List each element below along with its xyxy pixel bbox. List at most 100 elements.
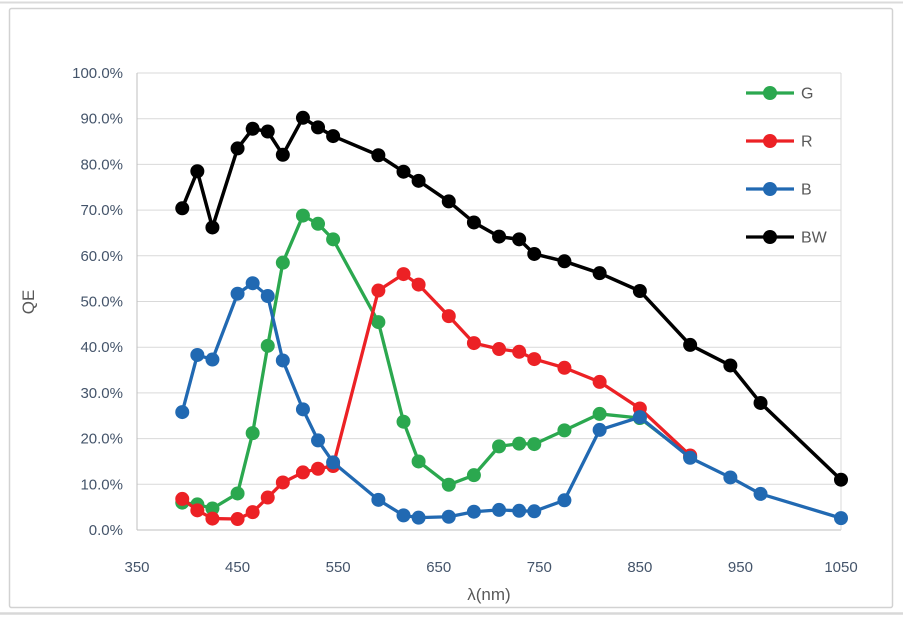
series-B-marker <box>396 508 411 523</box>
series-BW-marker <box>683 337 698 352</box>
tick-labels: 0.0% 10.0% 20.0% 30.0% 40.0% 50.0% 60.0% 70.0% 8… <box>72 65 858 576</box>
series-G-marker <box>441 477 456 492</box>
legend-item-B: B <box>746 182 812 199</box>
series-BW-marker <box>311 120 326 135</box>
series-G-marker <box>245 426 260 441</box>
series-R-marker <box>295 465 310 480</box>
series-G-marker <box>492 439 507 454</box>
series-R-marker <box>527 352 542 367</box>
series-BW-marker <box>275 147 290 162</box>
y-tick-label: 90.0% <box>80 111 123 128</box>
series-R-marker <box>492 342 507 357</box>
series-G-marker <box>230 486 245 501</box>
series-R-marker <box>396 267 411 282</box>
x-tick-label: 850 <box>627 559 652 576</box>
series-G-markers <box>175 208 698 516</box>
legend-label: BW <box>801 230 828 247</box>
series-BW-marker <box>230 141 245 156</box>
legend-label: B <box>801 182 812 199</box>
series-B-marker <box>723 470 738 485</box>
series-G-marker <box>592 406 607 421</box>
legend-item-G: G <box>746 86 813 103</box>
series-B-marker <box>205 352 220 367</box>
series-BW-marker <box>175 201 190 216</box>
series-G-marker <box>411 454 426 469</box>
series-BW-marker <box>260 124 275 139</box>
series-BW-marker <box>527 246 542 261</box>
series-B-marker <box>834 511 848 526</box>
series-G-marker <box>512 436 527 451</box>
series-BW-marker <box>371 148 386 163</box>
series-BW-marker <box>834 472 848 487</box>
series-BW-marker <box>190 164 205 179</box>
series-G-line <box>180 213 692 511</box>
series-B-marker <box>492 502 507 517</box>
series-R-marker <box>466 336 481 351</box>
series-B-marker <box>190 347 205 362</box>
chart-frame <box>8 7 894 609</box>
legend-label: G <box>801 86 813 103</box>
series-BW-marker <box>441 194 456 209</box>
series-G-marker <box>205 501 220 516</box>
y-tick-label: 50.0% <box>80 294 123 311</box>
y-tick-label: 80.0% <box>80 156 123 173</box>
series-BW-marker <box>592 266 607 281</box>
series-BW-marker <box>205 220 220 235</box>
series-B-marker <box>275 353 290 368</box>
legend-item-R: R <box>746 134 813 151</box>
series-G-marker <box>295 208 310 223</box>
y-tick-label: 40.0% <box>80 339 123 356</box>
series-BW-marker <box>512 232 527 247</box>
series-B-marker <box>441 509 456 524</box>
series-R-marker <box>592 374 607 389</box>
series-B-marker <box>466 504 481 519</box>
series-G-marker <box>527 437 542 452</box>
series-G-marker <box>371 315 386 330</box>
series-BW-marker <box>723 358 738 373</box>
series-BW-markers <box>175 110 848 487</box>
series-BW-marker <box>396 164 411 179</box>
series-B-marker <box>527 504 542 519</box>
series-B-marker <box>592 422 607 437</box>
series-R-marker <box>175 491 190 506</box>
legend: G R B BW <box>746 86 828 247</box>
series-B-marker <box>326 455 341 470</box>
x-tick-label: 350 <box>124 559 149 576</box>
series-G-marker <box>311 216 326 231</box>
y-tick-label: 60.0% <box>80 248 123 265</box>
series-G-marker <box>396 414 411 429</box>
series-BW-marker <box>753 395 768 410</box>
legend-label: R <box>801 134 813 151</box>
series-B-marker <box>245 276 260 291</box>
legend-marker <box>763 182 777 196</box>
series-R-line <box>180 272 692 521</box>
gridlines <box>137 72 841 531</box>
data-series <box>175 110 848 527</box>
series-R-marker <box>441 309 456 324</box>
series-G-marker <box>260 338 275 353</box>
series-G-marker <box>275 255 290 270</box>
x-tick-label: 950 <box>728 559 753 576</box>
series-R-marker <box>371 283 386 298</box>
y-tick-label: 10.0% <box>80 476 123 493</box>
series-R-marker <box>557 360 572 375</box>
series-B-marker <box>175 405 190 420</box>
series-BW-marker <box>492 229 507 244</box>
series-B-marker <box>371 492 386 507</box>
series-BW-marker <box>245 121 260 136</box>
series-B-marker <box>311 433 326 448</box>
y-axis-title: QE <box>19 290 38 315</box>
series-B-marker <box>557 493 572 508</box>
series-G-marker <box>466 468 481 483</box>
series-B-marker <box>295 402 310 417</box>
series-R-marker <box>311 461 326 476</box>
series-B-marker <box>260 289 275 304</box>
y-tick-label: 100.0% <box>72 65 123 82</box>
x-axis-title: λ(nm) <box>467 585 510 604</box>
series-B-markers <box>175 276 848 526</box>
axes <box>136 73 842 530</box>
x-tick-label: 550 <box>326 559 351 576</box>
series-G-marker <box>557 423 572 438</box>
series-B-marker <box>753 486 768 501</box>
